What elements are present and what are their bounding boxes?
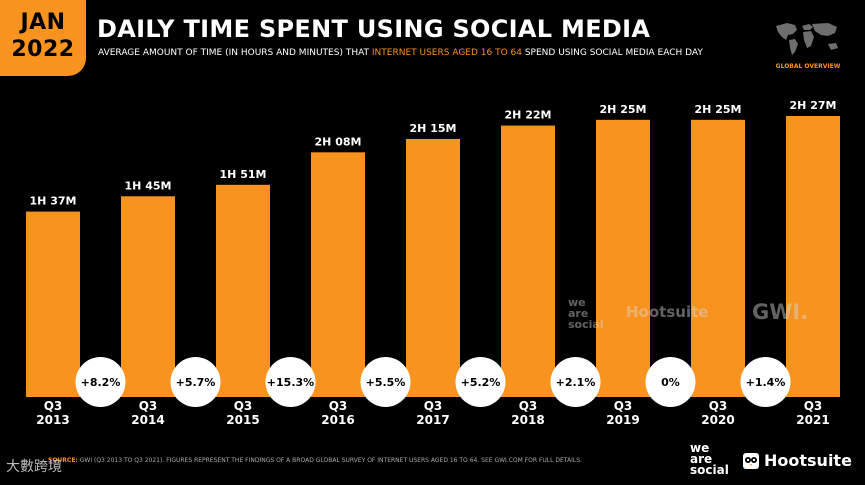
bar-value-label: 2H 25M bbox=[695, 103, 742, 116]
bar-value-label: 2H 15M bbox=[410, 122, 457, 135]
change-label: +5.5% bbox=[366, 376, 406, 389]
date-year: 2022 bbox=[11, 37, 75, 62]
tick-label-quarter: Q3 bbox=[709, 399, 728, 413]
date-month: JAN bbox=[20, 10, 66, 35]
bar-value-label: 2H 22M bbox=[505, 109, 552, 122]
tick-label-quarter: Q3 bbox=[329, 399, 348, 413]
tick-label-year: 2018 bbox=[511, 413, 544, 425]
change-bubble bbox=[170, 357, 221, 407]
change-label: +5.2% bbox=[461, 376, 501, 389]
tick-label-quarter: Q3 bbox=[139, 399, 158, 413]
bar-value-label: 1H 37M bbox=[30, 195, 77, 208]
tick-label-quarter: Q3 bbox=[234, 399, 253, 413]
tick-label-year: 2015 bbox=[226, 413, 259, 425]
change-bubble bbox=[265, 357, 316, 407]
change-label: +2.1% bbox=[556, 376, 596, 389]
logo-are: are bbox=[690, 452, 713, 466]
bar-2015 bbox=[216, 184, 270, 397]
we-are-social-watermark: we are social bbox=[568, 297, 604, 330]
change-bubble bbox=[455, 357, 506, 407]
bar-2013 bbox=[26, 211, 80, 397]
change-bubble bbox=[360, 357, 411, 407]
gwi-watermark: GWI. bbox=[752, 300, 809, 324]
tick-label-year: 2014 bbox=[131, 413, 164, 425]
bar-2014 bbox=[121, 196, 175, 397]
tick-label-quarter: Q3 bbox=[44, 399, 63, 413]
change-label: +5.7% bbox=[176, 376, 216, 389]
world-map-icon bbox=[776, 23, 838, 55]
owl-icon bbox=[743, 453, 759, 469]
cn-watermark: 大數跨境 bbox=[6, 459, 62, 475]
map-label: GLOBAL OVERVIEW bbox=[775, 63, 841, 70]
change-bubble bbox=[75, 357, 126, 407]
watermark-are: are bbox=[568, 307, 589, 320]
date-badge: JAN 2022 bbox=[0, 0, 86, 76]
change-label: +8.2% bbox=[81, 376, 121, 389]
tick-label-year: 2019 bbox=[606, 413, 639, 425]
watermark-we: we bbox=[568, 296, 586, 309]
bar-2016 bbox=[311, 152, 365, 397]
tick-label-quarter: Q3 bbox=[804, 399, 823, 413]
bar-2018 bbox=[501, 125, 555, 397]
bar-value-label: 1H 51M bbox=[220, 168, 267, 181]
change-bubble bbox=[550, 357, 601, 407]
bar-value-label: 2H 27M bbox=[790, 99, 837, 112]
change-bubble bbox=[740, 357, 791, 407]
tick-label-year: 2021 bbox=[796, 413, 829, 425]
change-bubble bbox=[645, 357, 696, 407]
tick-label-year: 2020 bbox=[701, 413, 734, 425]
hootsuite-logo: Hootsuite bbox=[764, 451, 852, 470]
source-key: SOURCE: bbox=[48, 457, 78, 464]
subtitle-text-start: AVERAGE AMOUNT OF TIME (IN HOURS AND MIN… bbox=[98, 48, 372, 58]
change-label: +1.4% bbox=[746, 376, 786, 389]
logo-we: we bbox=[690, 441, 710, 455]
tick-label-quarter: Q3 bbox=[519, 399, 538, 413]
we-are-social-logo: we are social bbox=[690, 441, 729, 477]
watermark-social: social bbox=[568, 318, 604, 331]
change-label: 0% bbox=[661, 376, 680, 389]
bar-2019 bbox=[596, 119, 650, 398]
bar-value-label: 2H 25M bbox=[600, 103, 647, 116]
change-label: +15.3% bbox=[267, 376, 314, 389]
bar-2021 bbox=[786, 116, 840, 397]
bar-value-label: 2H 08M bbox=[315, 135, 362, 148]
logo-social: social bbox=[690, 463, 729, 477]
tick-label-quarter: Q3 bbox=[614, 399, 633, 413]
tick-label-year: 2013 bbox=[36, 413, 69, 425]
page-title: DAILY TIME SPENT USING SOCIAL MEDIA bbox=[97, 15, 651, 43]
bar-value-label: 1H 45M bbox=[125, 179, 172, 192]
tick-label-year: 2017 bbox=[416, 413, 449, 425]
page-subtitle: AVERAGE AMOUNT OF TIME (IN HOURS AND MIN… bbox=[98, 48, 703, 58]
hootsuite-watermark: Hootsuite bbox=[626, 303, 709, 321]
subtitle-text-end: SPEND USING SOCIAL MEDIA EACH DAY bbox=[521, 48, 703, 58]
subtitle-highlight: INTERNET USERS AGED 16 TO 64 bbox=[371, 48, 522, 58]
source-text: GWI (Q3 2013 TO Q3 2021). FIGURES REPRES… bbox=[77, 457, 582, 464]
tick-label-quarter: Q3 bbox=[424, 399, 443, 413]
source-note: SOURCE: GWI (Q3 2013 TO Q3 2021). FIGURE… bbox=[48, 457, 582, 464]
bar-2020 bbox=[691, 119, 745, 398]
tick-label-year: 2016 bbox=[321, 413, 354, 425]
bar-2017 bbox=[406, 138, 460, 397]
